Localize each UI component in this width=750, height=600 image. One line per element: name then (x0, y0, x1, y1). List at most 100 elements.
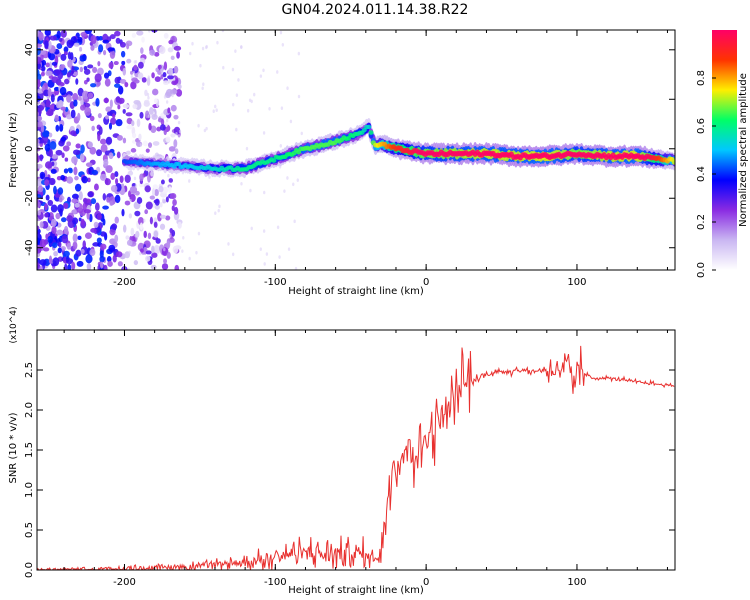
noise-speckle (173, 114, 179, 120)
noise-speckle (96, 237, 102, 244)
noise-speckle (66, 242, 72, 250)
noise-speckle (176, 51, 180, 59)
noise-speckle (152, 88, 159, 96)
noise-speckle (102, 193, 107, 201)
noise-speckle (122, 104, 130, 109)
noise-speckle (116, 134, 123, 141)
noise-speckle (83, 79, 88, 85)
noise-speckle (57, 71, 64, 80)
noise-speckle (48, 177, 56, 186)
noise-speckle (172, 199, 177, 206)
snr-plot-area (37, 330, 675, 570)
noise-speckle (51, 76, 59, 83)
noise-speckle (58, 197, 63, 203)
noise-speckle (124, 200, 131, 206)
noise-speckle (63, 51, 68, 56)
noise-speckle (106, 111, 113, 116)
noise-speckle (93, 221, 99, 228)
noise-speckle (281, 42, 285, 47)
noise-speckle (154, 51, 160, 57)
noise-speckle (289, 119, 293, 124)
noise-speckle (131, 32, 137, 38)
noise-speckle (67, 263, 72, 270)
noise-speckle (58, 241, 62, 248)
noise-speckle (42, 130, 50, 138)
noise-speckle (140, 47, 144, 55)
noise-speckle (122, 224, 127, 233)
y-tick-label: 1.0 (24, 482, 35, 498)
noise-speckle (134, 233, 138, 238)
noise-speckle (97, 67, 104, 76)
noise-speckle (139, 111, 144, 119)
noise-speckle (153, 98, 158, 104)
ridge-cell (366, 124, 372, 130)
noise-speckle (108, 122, 113, 130)
noise-speckle (106, 256, 112, 263)
noise-speckle (294, 266, 298, 270)
noise-speckle (53, 86, 60, 91)
noise-speckle (37, 194, 42, 199)
noise-speckle (76, 260, 84, 267)
noise-speckle (39, 239, 47, 248)
noise-speckle (114, 171, 119, 178)
noise-speckle (149, 107, 154, 115)
noise-speckle (152, 141, 160, 146)
noise-speckle (166, 251, 171, 259)
noise-speckle (105, 115, 110, 120)
noise-speckle (122, 137, 127, 144)
noise-speckle (56, 43, 63, 50)
x-tick-label: -200 (113, 577, 136, 588)
noise-speckle (38, 31, 44, 41)
noise-speckle (159, 214, 167, 219)
noise-speckle (142, 140, 148, 147)
noise-speckle (75, 249, 82, 257)
noise-speckle (89, 213, 93, 223)
colorbar-tick-label: 0.8 (696, 70, 707, 86)
noise-speckle (49, 35, 57, 41)
noise-speckle (44, 203, 48, 211)
noise-speckle (56, 30, 61, 39)
noise-speckle (133, 64, 138, 71)
snr-panel: -200 -100 0 100 0.0 0.5 1.0 1.5 2.0 2.5 Height of… (8, 306, 676, 596)
noise-speckle (263, 190, 266, 195)
noise-speckle (44, 161, 53, 169)
noise-speckle (105, 106, 112, 113)
noise-speckle (145, 250, 152, 255)
snr-ylabel: SNR (10 * v/v) (8, 412, 19, 483)
noise-speckle (169, 228, 173, 234)
noise-speckle (64, 78, 70, 85)
noise-speckle (87, 141, 94, 148)
noise-speckle (201, 86, 204, 91)
noise-speckle (105, 136, 113, 145)
noise-speckle (109, 228, 116, 236)
noise-speckle (159, 124, 166, 131)
x-tick-label: -100 (264, 277, 287, 288)
noise-speckle (45, 70, 53, 77)
noise-speckle (147, 75, 150, 80)
noise-speckle (66, 215, 73, 223)
noise-speckle (37, 79, 41, 88)
noise-speckle (102, 50, 107, 56)
noise-speckle (104, 178, 111, 186)
noise-speckle (182, 235, 185, 240)
noise-speckle (47, 199, 54, 206)
noise-speckle (160, 118, 165, 126)
noise-speckle (144, 209, 149, 215)
noise-speckle (176, 83, 179, 88)
noise-speckle (234, 49, 237, 53)
noise-speckle (114, 216, 119, 224)
noise-speckle (151, 113, 158, 121)
noise-speckle (147, 232, 152, 240)
noise-speckle (104, 78, 111, 87)
noise-speckle (138, 133, 142, 141)
noise-speckle (92, 66, 98, 73)
noise-speckle (222, 65, 225, 70)
noise-speckle (60, 174, 65, 181)
noise-speckle (60, 136, 67, 142)
noise-speckle (39, 221, 44, 229)
colorbar-tick-label: 0.4 (696, 166, 707, 182)
noise-speckle (134, 210, 141, 217)
noise-speckle (235, 93, 239, 97)
noise-speckle (87, 64, 94, 69)
noise-speckle (168, 186, 172, 194)
